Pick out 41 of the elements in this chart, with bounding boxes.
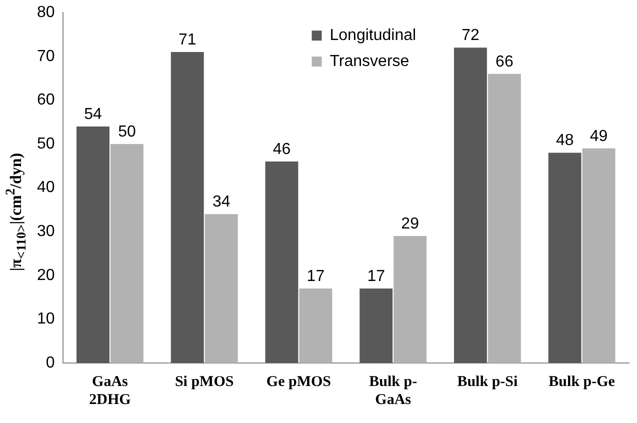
- data-label: 34: [212, 193, 230, 210]
- y-tick-label: 20: [37, 266, 55, 284]
- bar: [76, 126, 110, 363]
- bar: [204, 214, 238, 363]
- bar: [548, 152, 582, 363]
- x-tick-label: Ge pMOS: [266, 374, 332, 390]
- bar: [488, 74, 521, 363]
- bar: [170, 52, 204, 363]
- y-tick-label: 50: [37, 135, 55, 152]
- data-label: 71: [178, 31, 196, 48]
- data-label: 72: [462, 27, 480, 44]
- data-label: 49: [590, 128, 608, 145]
- x-tick-label: Bulk p-GaAs: [369, 374, 418, 408]
- legend-label: Transverse: [330, 53, 410, 70]
- data-label: 17: [306, 268, 325, 285]
- y-tick-label: 10: [37, 310, 55, 328]
- data-label: 66: [496, 53, 514, 70]
- y-tick-label: 80: [37, 4, 55, 22]
- bar: [454, 48, 487, 363]
- x-tick-label: GaAs 2DHG: [89, 374, 132, 408]
- y-tick-label: 0: [46, 354, 55, 372]
- y-tick-label: 30: [37, 223, 55, 240]
- data-label: 48: [556, 132, 574, 150]
- bar: [265, 162, 298, 363]
- bar: [360, 288, 393, 363]
- bar: [582, 148, 616, 363]
- bar: [299, 288, 332, 363]
- y-tick-label: 60: [37, 92, 55, 109]
- x-tick-label: Bulk p-Si: [457, 374, 518, 390]
- legend-label: Longitudinal: [330, 27, 416, 44]
- x-tick-label: Bulk p-Ge: [548, 374, 616, 390]
- bar: [394, 236, 427, 363]
- data-label: 46: [272, 140, 291, 158]
- x-tick-label: Si pMOS: [174, 374, 234, 390]
- data-label: 50: [118, 123, 136, 140]
- y-tick-label: 70: [37, 48, 55, 65]
- data-label: 29: [401, 215, 420, 232]
- data-label: 54: [84, 106, 102, 123]
- data-label: 17: [367, 268, 386, 285]
- bar: [110, 144, 144, 363]
- y-tick-label: 40: [37, 179, 55, 196]
